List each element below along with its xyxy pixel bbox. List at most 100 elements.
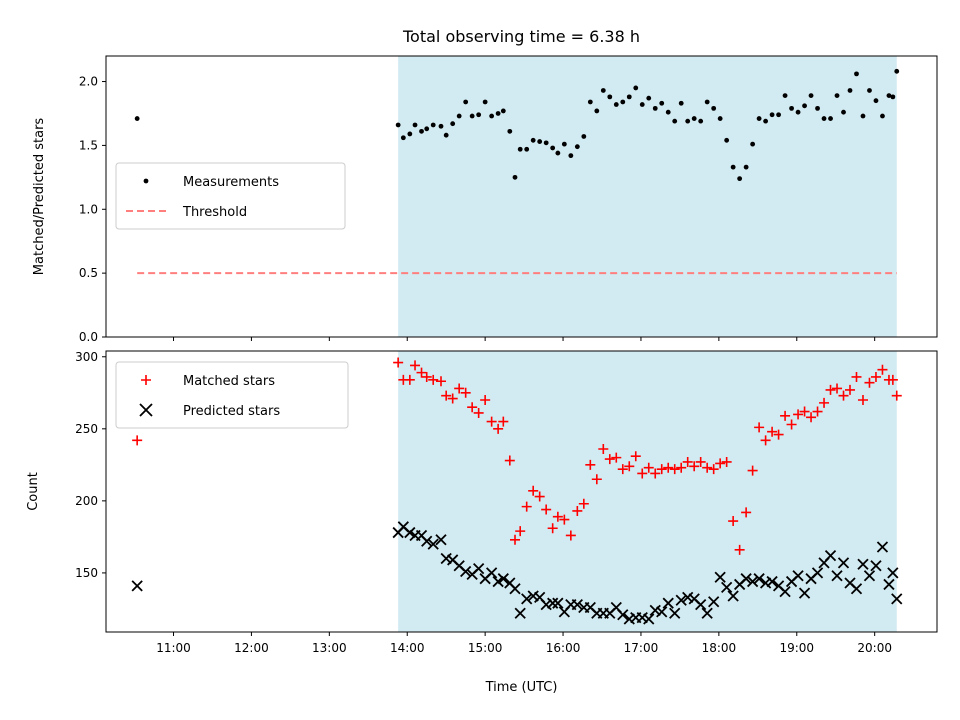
data-point [400, 135, 406, 141]
data-point [132, 435, 143, 446]
data-point [857, 394, 868, 405]
data-point [824, 549, 837, 562]
counts-panel: 150 200 250 300 11:00 12:00 13:00 14:00 15:00 16:… [26, 350, 938, 695]
data-point [555, 150, 561, 156]
data-point [424, 126, 430, 132]
data-point [454, 383, 465, 394]
data-point [537, 139, 543, 144]
y-tick-label: 0.5 [79, 266, 98, 280]
legend-label: Predicted stars [183, 404, 280, 419]
data-point [845, 384, 856, 395]
data-point [863, 570, 876, 582]
data-point [734, 544, 745, 555]
x-tick-label: 18:00 [702, 641, 737, 655]
data-point [438, 123, 444, 129]
data-point [737, 176, 743, 182]
data-point [802, 103, 807, 109]
data-point [776, 112, 781, 118]
data-point [798, 587, 811, 599]
data-point [650, 468, 661, 479]
data-point [708, 464, 719, 475]
legend-swatch-predicted [139, 403, 153, 417]
data-point [695, 598, 707, 611]
data-point [676, 462, 687, 473]
data-point [480, 394, 491, 405]
legend: Measurements Threshold [115, 162, 346, 230]
data-point [689, 461, 700, 472]
data-point [808, 93, 814, 98]
data-point [617, 609, 629, 621]
data-point [441, 390, 452, 401]
data-point [495, 111, 501, 116]
data-point [395, 122, 401, 128]
data-point [883, 578, 895, 591]
data-point [574, 144, 580, 150]
data-point [435, 376, 446, 387]
data-point [482, 99, 488, 105]
data-point [510, 534, 521, 545]
data-point [743, 164, 749, 170]
data-point [643, 613, 655, 625]
data-point [460, 387, 471, 398]
data-point [850, 583, 863, 595]
data-point [704, 99, 710, 105]
data-point [550, 145, 556, 151]
data-point [467, 402, 478, 413]
data-point [134, 116, 140, 121]
data-point [702, 462, 713, 473]
data-point [643, 462, 654, 473]
data-point [746, 575, 759, 588]
y-tick-label: 200 [75, 494, 98, 508]
x-tick-label: 20:00 [857, 641, 892, 655]
data-point [460, 565, 472, 578]
data-point [698, 118, 704, 124]
y-axis-label: Matched/Predicted stars [32, 118, 47, 276]
data-point [578, 498, 589, 509]
data-point [534, 491, 545, 502]
data-point [669, 607, 681, 619]
x-tick-label: 16:00 [546, 641, 581, 655]
data-point [587, 99, 593, 105]
data-point [837, 557, 850, 569]
data-point [786, 419, 797, 430]
data-point [492, 575, 504, 588]
data-point [547, 523, 558, 534]
data-point [611, 452, 622, 463]
data-point [753, 573, 765, 585]
data-point [630, 451, 641, 462]
data-point [407, 131, 413, 137]
data-point [571, 598, 583, 611]
data-point [607, 94, 613, 100]
x-tick-label: 19:00 [779, 641, 814, 655]
data-point [604, 454, 615, 465]
data-point [767, 426, 778, 437]
data-point [811, 567, 824, 579]
y-axis-label: Count [26, 472, 41, 511]
data-point [515, 526, 526, 537]
data-point [665, 109, 671, 115]
data-point [864, 377, 875, 388]
data-point [421, 371, 432, 382]
data-point [530, 137, 536, 143]
chart-title: Total observing time = 6.38 h [402, 27, 640, 46]
data-point [435, 534, 447, 546]
data-point [456, 113, 462, 119]
data-point [780, 410, 791, 421]
data-point [624, 461, 635, 472]
data-point [727, 590, 739, 602]
legend-swatch-measurements [143, 178, 149, 184]
series-measurements [134, 68, 900, 182]
data-point [565, 530, 576, 541]
data-point [812, 406, 823, 417]
data-point [793, 409, 804, 420]
data-point [514, 607, 526, 619]
observing-span [398, 56, 897, 337]
data-point [521, 501, 532, 512]
data-point [890, 94, 896, 100]
data-point [828, 116, 833, 121]
data-point [678, 100, 684, 106]
data-point [489, 113, 495, 119]
data-point [528, 485, 539, 496]
data-point [652, 105, 658, 111]
